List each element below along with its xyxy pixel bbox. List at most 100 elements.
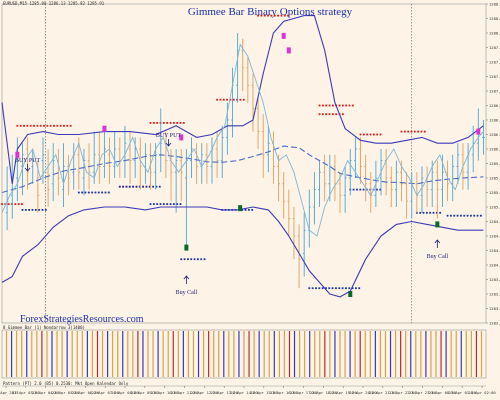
support-dot — [118, 185, 121, 188]
support-dot — [463, 214, 466, 217]
x-tick-label: 22 Apr 2013 — [0, 390, 19, 395]
support-dot — [31, 209, 34, 211]
support-dot — [142, 185, 145, 188]
resistance-dot — [345, 104, 348, 107]
y-tick-label: 1286.60 — [489, 118, 500, 123]
resistance-dot — [226, 98, 228, 101]
resistance-dot — [239, 98, 242, 101]
resistance-dot — [216, 98, 219, 101]
support-dot — [351, 287, 354, 290]
resistance-dot — [4, 203, 7, 205]
level-dots — [1, 14, 482, 290]
support-dot — [325, 287, 327, 290]
resistance-dot — [369, 133, 372, 136]
chart-title: Gimmee Bar Binary Options strategy — [188, 6, 353, 18]
support-dot — [180, 258, 183, 261]
support-dot — [162, 203, 165, 205]
support-dot — [34, 209, 37, 211]
resistance-dot — [287, 14, 289, 17]
resistance-dot — [417, 130, 420, 133]
resistance-dot — [17, 203, 20, 205]
symbol-info: EURUSD,M15 1285.00 1286.13 1285.82 1285.… — [3, 1, 105, 6]
x-tick-label: 22 Apr 18:00 — [310, 390, 338, 395]
candles — [5, 33, 485, 289]
resistance-dot — [325, 113, 328, 116]
support-dot — [345, 287, 347, 290]
y-tick-label: 1287.35 — [489, 74, 500, 79]
x-tick-label: 22 Apr 19:00 — [329, 390, 357, 395]
signal-marker — [184, 244, 189, 251]
resistance-dot — [219, 98, 222, 101]
resistance-dot — [283, 14, 286, 17]
support-dot — [338, 287, 341, 290]
resistance-dot — [328, 113, 331, 116]
resistance-dot — [413, 130, 416, 133]
support-dot — [328, 287, 331, 290]
resistance-dot — [407, 130, 410, 133]
y-tick-label: 1284.10 — [489, 263, 500, 268]
resistance-dot — [69, 124, 72, 127]
resistance-dot — [53, 124, 55, 127]
support-dot — [453, 214, 456, 217]
resistance-dot — [16, 124, 19, 127]
support-dot — [456, 214, 459, 217]
y-tick-label: 1283.60 — [489, 292, 500, 297]
resistance-dot — [59, 124, 62, 127]
support-dot — [241, 209, 244, 211]
support-dot — [77, 191, 80, 194]
support-dot — [247, 209, 250, 211]
support-dot — [335, 287, 337, 290]
support-dot — [190, 258, 193, 261]
signal-marker — [15, 151, 20, 158]
arrow-up-icon — [434, 239, 441, 248]
resistance-dot — [321, 113, 324, 116]
y-tick-label: 1284.60 — [489, 234, 500, 239]
resistance-dot — [338, 104, 341, 107]
resistance-dot — [420, 130, 423, 133]
resistance-dot — [280, 14, 283, 17]
support-dot — [179, 203, 182, 205]
resistance-dot — [29, 124, 32, 127]
support-dot — [84, 191, 87, 194]
support-dot — [132, 185, 135, 188]
y-tick-label: 1286.85 — [489, 103, 500, 108]
annotation-label: BUY PUT — [15, 158, 41, 164]
y-tick-label: 1284.35 — [489, 248, 500, 253]
x-tick-label: 22 Apr 03:00 — [12, 390, 40, 395]
annotation-label: Buy Call — [176, 290, 198, 296]
signal-marker — [102, 125, 107, 132]
support-dot — [369, 188, 372, 191]
y-tick-label: 1286.35 — [489, 132, 500, 137]
x-tick-label: 23 Apr 02:00 — [468, 390, 496, 395]
support-dot — [311, 287, 314, 290]
resistance-dot — [362, 133, 365, 136]
y-tick-label: 1288.35 — [489, 16, 500, 21]
support-dot — [183, 258, 186, 261]
support-dot — [321, 287, 324, 290]
support-dot — [435, 211, 438, 214]
support-dot — [318, 287, 321, 290]
band-lines — [1, 15, 484, 298]
y-tick-label: 1287.10 — [489, 89, 500, 94]
signal-marker — [238, 205, 243, 212]
resistance-dot — [36, 124, 39, 127]
support-dot — [341, 287, 344, 290]
support-dot — [24, 209, 27, 211]
support-dot — [193, 258, 196, 261]
resistance-dot — [66, 124, 69, 127]
resistance-dot — [166, 122, 169, 124]
x-tick-label: 23 Apr 00:00 — [429, 390, 457, 395]
support-dot — [101, 191, 104, 194]
support-dot — [469, 214, 472, 217]
resistance-dot — [152, 122, 155, 124]
resistance-dot — [321, 104, 324, 107]
y-tick-label: 1287.60 — [489, 60, 500, 65]
y-tick-label: 1285.35 — [489, 190, 500, 195]
resistance-dot — [341, 113, 344, 116]
resistance-dot — [49, 124, 52, 127]
resistance-dot — [351, 104, 354, 107]
resistance-dot — [410, 130, 413, 133]
resistance-dot — [176, 122, 179, 124]
support-dot — [41, 209, 44, 211]
